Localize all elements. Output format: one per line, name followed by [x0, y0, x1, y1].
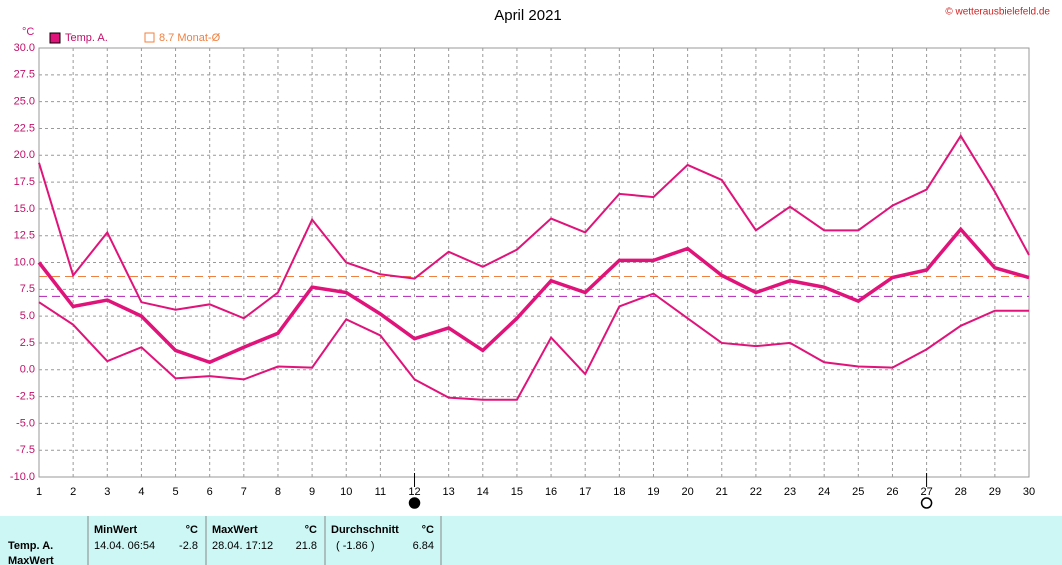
header: Durchschnitt — [331, 524, 399, 536]
row-label: MaxWert — [8, 555, 54, 565]
row-label: Temp. A. — [8, 540, 53, 552]
y-tick-label: 20.0 — [14, 149, 35, 161]
y-tick-label: 7.5 — [20, 283, 35, 295]
x-tick-label: 11 — [375, 486, 386, 498]
cell: ( -1.86 ) — [336, 540, 375, 552]
x-tick-label: 4 — [138, 486, 144, 498]
header: MinWert — [94, 524, 138, 536]
x-tick-label: 10 — [340, 486, 352, 498]
stats-table: Temp. A. MaxWert MinWert °C MaxWert °C D… — [8, 524, 434, 565]
x-tick-label: 26 — [886, 486, 898, 498]
x-tick-label: 9 — [309, 486, 315, 498]
cell: 21.8 — [296, 540, 317, 552]
x-tick-label: 21 — [716, 486, 728, 498]
y-tick-label: 22.5 — [14, 122, 35, 134]
y-tick-label: -5.0 — [16, 417, 35, 429]
y-tick-label: 27.5 — [14, 69, 35, 81]
x-tick-label: 23 — [784, 486, 796, 498]
legend-swatch — [49, 32, 61, 44]
cell: 6.84 — [413, 540, 434, 552]
y-tick-label: -2.5 — [16, 390, 35, 402]
cell: -2.8 — [179, 540, 198, 552]
y-tick-label: 10.0 — [14, 256, 35, 268]
line-min — [38, 292, 1029, 401]
x-tick-label: 14 — [477, 486, 489, 498]
header: °C — [305, 524, 317, 536]
table-dividers — [87, 516, 442, 565]
x-tick-label: 18 — [613, 486, 625, 498]
source: © wetterausbielefeld.de — [945, 7, 1050, 18]
y-tick-label: 17.5 — [14, 176, 35, 188]
x-tick-label: 17 — [579, 486, 591, 498]
legend-label: 8.7 Monat-Ø — [159, 32, 221, 44]
y-tick-label: 15.0 — [14, 203, 35, 215]
x-tick-label: 27 — [920, 486, 932, 498]
x-tick-label: 6 — [207, 486, 213, 498]
y-tick-label: 25.0 — [14, 96, 35, 108]
x-tick-label: 3 — [104, 486, 110, 498]
y-tick-label: 12.5 — [14, 230, 35, 242]
x-tick-label: 15 — [511, 486, 523, 498]
x-tick-label: 12 — [408, 486, 420, 498]
cell: 14.04. 06:54 — [94, 540, 155, 552]
x-tick-label: 20 — [681, 486, 693, 498]
y-axis-label: °C — [22, 26, 34, 38]
header: MaxWert — [212, 524, 258, 536]
moon-marker — [408, 497, 421, 509]
x-tick-label: 5 — [172, 486, 178, 498]
x-tick-label: 16 — [545, 486, 557, 498]
y-tick-label: 2.5 — [20, 337, 35, 349]
y-tick-label: -7.5 — [16, 444, 35, 456]
y-tick-label: 5.0 — [20, 310, 35, 322]
chart-title: April 2021 — [494, 7, 562, 24]
x-tick-label: 25 — [852, 486, 864, 498]
x-tick-label: 29 — [989, 486, 1001, 498]
y-tick-label: 0.0 — [20, 364, 35, 376]
x-tick-label: 28 — [955, 486, 967, 498]
x-tick-label: 2 — [70, 486, 76, 498]
legend-swatch — [144, 32, 155, 43]
header: °C — [422, 524, 434, 536]
y-tick-label: -10.0 — [10, 471, 35, 483]
x-tick-label: 13 — [443, 486, 455, 498]
stats-panel — [0, 516, 1062, 565]
line-max — [38, 134, 1030, 320]
y-tick-label: 30.0 — [14, 42, 35, 54]
x-tick-label: 30 — [1023, 486, 1035, 498]
legend-label: Temp. A. — [65, 32, 108, 44]
header: °C — [186, 524, 198, 536]
stats-values: 14.04. 06:54 -2.8 28.04. 17:12 21.8 ( -1… — [94, 540, 434, 552]
x-tick-label: 7 — [241, 486, 247, 498]
moon-marker — [920, 497, 933, 509]
x-tick-label: 8 — [275, 486, 281, 498]
x-tick-label: 24 — [818, 486, 830, 498]
x-tick-label: 22 — [750, 486, 762, 498]
line-values — [37, 226, 1030, 365]
x-tick-label: 19 — [647, 486, 659, 498]
cell: 28.04. 17:12 — [212, 540, 273, 552]
x-tick-label: 1 — [36, 486, 42, 498]
